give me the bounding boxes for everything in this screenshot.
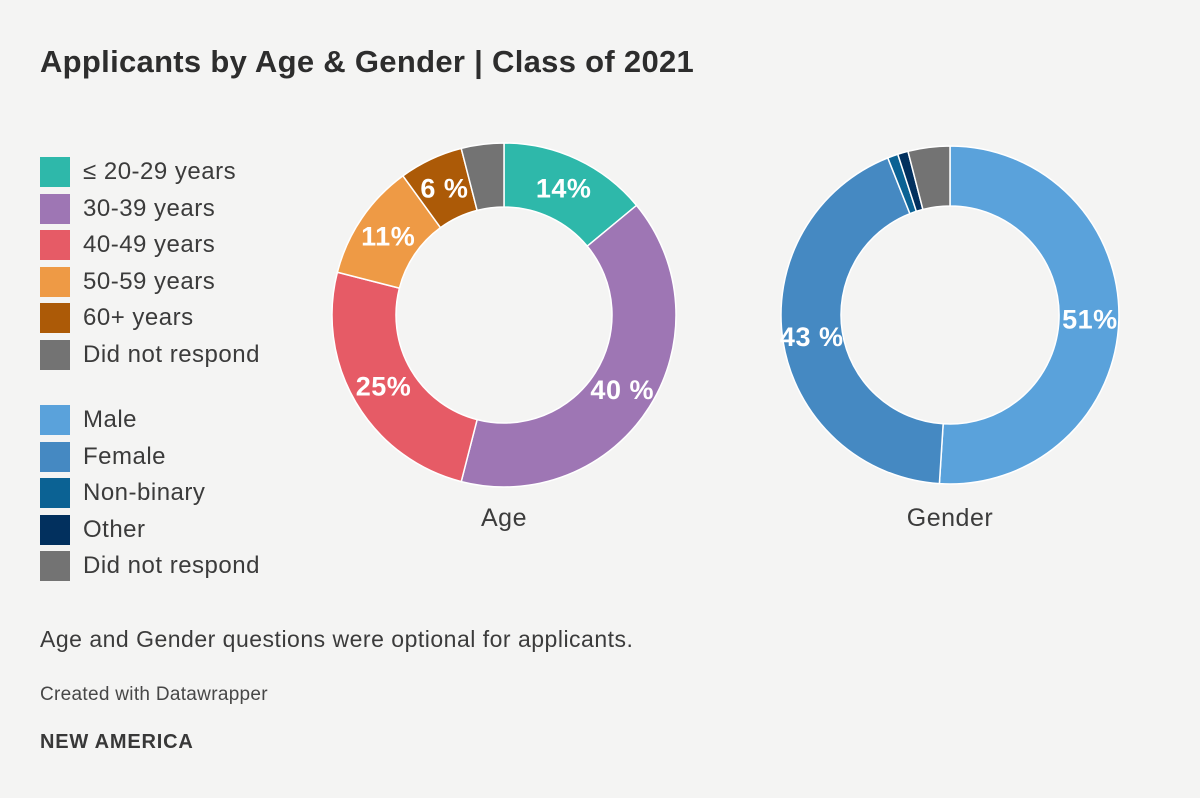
legend-swatch xyxy=(40,441,70,472)
legend-label: Male xyxy=(83,406,138,433)
legend-swatch xyxy=(40,157,70,187)
slice-value-label: 25% xyxy=(356,371,412,401)
footnote: Age and Gender questions were optional f… xyxy=(40,626,634,652)
slice-age-did-not-respond xyxy=(460,142,505,212)
gender-donut-chart: 51% 43 % xyxy=(780,145,1120,485)
legend-label: Non-binary xyxy=(83,479,206,506)
slice-gender-male xyxy=(938,145,1120,485)
legend-item-gender-1: Female xyxy=(40,441,260,472)
slice-value-label: 11% xyxy=(361,221,415,251)
legend-item-age-1: 30-39 years xyxy=(40,193,260,224)
legend-swatch xyxy=(40,266,70,297)
legend-item-gender-4: Did not respond xyxy=(40,551,260,581)
legend-label: Other xyxy=(83,515,146,543)
legend-label: 60+ years xyxy=(83,304,194,331)
legend-label: 30-39 years xyxy=(83,194,216,222)
datawrapper-attribution: Created with Datawrapper xyxy=(40,684,268,705)
legend-swatch xyxy=(40,405,70,435)
legend-item-gender-0: Male xyxy=(40,405,260,435)
page-title: Applicants by Age & Gender | Class of 20… xyxy=(40,44,695,79)
legend-label: 40-49 years xyxy=(83,231,216,258)
age-donut-chart: 14% 40 % 25% 11%6 % xyxy=(331,142,677,488)
legend-swatch xyxy=(40,303,70,333)
new-america-logo: NEW AMERICA xyxy=(40,731,194,753)
legend-item-age-4: 60+ years xyxy=(40,303,260,333)
legend-swatch xyxy=(40,339,70,370)
slice-value-label: 40 % xyxy=(590,375,654,405)
legend-swatch xyxy=(40,514,70,545)
slice-value-label: 14% xyxy=(536,173,592,203)
slice-gender-did-not-respond xyxy=(907,145,951,211)
legend-item-age-5: Did not respond xyxy=(40,339,260,370)
legend-swatch xyxy=(40,193,70,224)
gender-chart-caption: Gender xyxy=(906,504,994,532)
slice-gender-female xyxy=(780,157,944,485)
legend-label: 50-59 years xyxy=(83,267,216,295)
age-chart-caption: Age xyxy=(481,504,527,532)
legend-item-age-2: 40-49 years xyxy=(40,230,260,260)
age-legend: ≤ 20-29 years 30-39 years 40-49 years 50… xyxy=(40,157,260,370)
legend-item-gender-2: Non-binary xyxy=(40,478,260,508)
legend-item-age-3: 50-59 years xyxy=(40,266,260,297)
legend-label: Female xyxy=(83,442,167,470)
legend-item-age-0: ≤ 20-29 years xyxy=(40,157,260,187)
legend-label: ≤ 20-29 years xyxy=(83,158,237,185)
slice-value-label: 43 % xyxy=(780,322,844,352)
legend-swatch xyxy=(40,551,70,581)
slice-age-30-39-years xyxy=(460,204,677,488)
legend-label: Did not respond xyxy=(83,552,260,579)
legend-label: Did not respond xyxy=(83,340,260,368)
slice-age-40-49-years xyxy=(331,271,478,483)
slice-value-label: 51% xyxy=(1062,304,1118,334)
slice-value-label: 6 % xyxy=(420,173,468,203)
gender-legend: Male Female Non-binary Other Did not res… xyxy=(40,405,260,581)
legend-swatch xyxy=(40,478,70,508)
legend-item-gender-3: Other xyxy=(40,514,260,545)
legend-swatch xyxy=(40,230,70,260)
